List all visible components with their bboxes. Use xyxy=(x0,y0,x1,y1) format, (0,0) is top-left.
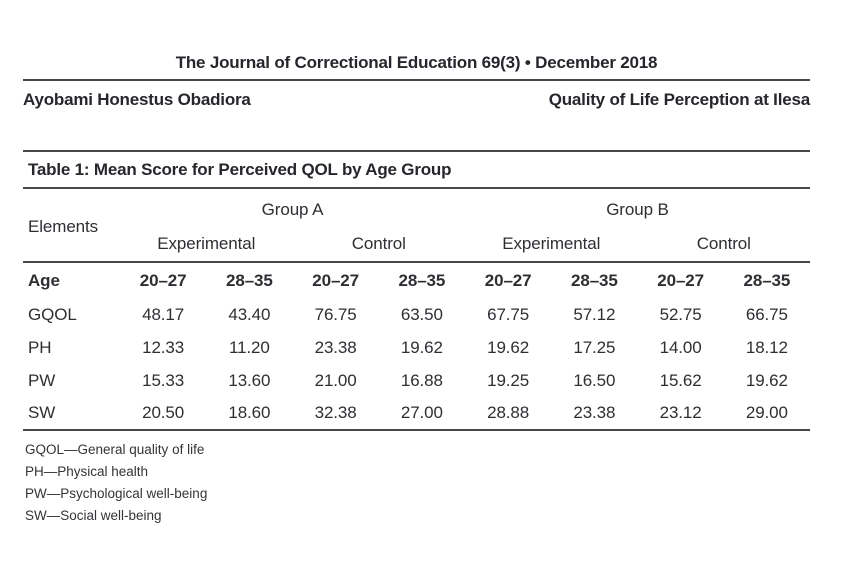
table-row: PH 12.33 11.20 23.38 19.62 19.62 17.25 14.00 18.… xyxy=(23,331,810,364)
data-cell: 19.62 xyxy=(487,337,530,357)
table-row: GQOL 48.17 43.40 76.75 63.50 67.75 57.12 52.75 6… xyxy=(23,298,810,331)
table-body: Age 20–27 28–35 20–27 28–35 20–27 28–35 … xyxy=(23,262,810,430)
data-cell: 12.33 xyxy=(142,337,185,357)
article-title: Quality of Life Perception at Ilesa xyxy=(548,90,810,109)
data-cell: 27.00 xyxy=(400,403,443,422)
page-content: The Journal of Correctional Education 69… xyxy=(23,0,810,527)
data-cell: 19.62 xyxy=(745,370,788,390)
data-cell: 11.20 xyxy=(228,337,270,357)
age-range-cell: 20–27 xyxy=(657,270,705,290)
data-cell: 16.88 xyxy=(400,370,443,390)
data-cell: 18.60 xyxy=(228,403,271,422)
data-cell: 52.75 xyxy=(659,304,702,324)
table-row: SW 20.50 18.60 32.38 27.00 28.88 23.38 23.12 29.… xyxy=(23,397,810,430)
group-a-control-header: Control xyxy=(292,226,465,263)
age-range-cell: 28–35 xyxy=(570,270,618,290)
age-range-cell: 28–35 xyxy=(398,270,446,290)
elements-header: Elements xyxy=(23,189,120,263)
footnote-gqol: GQOL—General quality of life xyxy=(25,442,205,457)
data-cell: 29.00 xyxy=(745,403,788,422)
group-b-control-header: Control xyxy=(637,226,810,263)
data-cell: 23.12 xyxy=(659,403,702,422)
qol-mean-score-table: Elements Group A Group B Experimental Co… xyxy=(23,189,810,431)
footnote-ph: PH—Physical health xyxy=(25,464,149,479)
table-header: Elements Group A Group B Experimental Co… xyxy=(23,189,810,263)
age-range-cell: 28–35 xyxy=(225,270,273,290)
data-cell: 57.12 xyxy=(573,304,616,324)
data-cell: 15.33 xyxy=(142,370,185,390)
group-b-header: Group B xyxy=(606,199,669,219)
row-label: SW xyxy=(28,403,56,422)
data-cell: 67.75 xyxy=(487,304,530,324)
data-cell: 28.88 xyxy=(487,403,530,422)
age-range-cell: 20–27 xyxy=(312,270,360,290)
data-cell: 13.60 xyxy=(228,370,271,390)
subgroup-header-row: Experimental Control Experimental Contro… xyxy=(23,226,810,263)
group-a-experimental-header: Experimental xyxy=(120,226,293,263)
age-range-cell: 20–27 xyxy=(484,270,532,290)
data-cell: 43.40 xyxy=(228,304,271,324)
data-cell: 16.50 xyxy=(573,370,616,390)
data-cell: 23.38 xyxy=(573,403,616,422)
age-header-row: Age 20–27 28–35 20–27 28–35 20–27 28–35 … xyxy=(23,262,810,298)
group-a-header: Group A xyxy=(261,199,324,219)
data-cell: 48.17 xyxy=(142,304,185,324)
running-head-journal-title: The Journal of Correctional Education 69… xyxy=(23,53,810,81)
data-cell: 17.25 xyxy=(573,337,616,357)
data-cell: 18.12 xyxy=(745,337,788,357)
data-cell: 76.75 xyxy=(314,304,357,324)
data-cell: 15.62 xyxy=(659,370,702,390)
table-footnotes: GQOL—General quality of life PH—Physical… xyxy=(23,439,810,527)
data-cell: 14.00 xyxy=(659,337,702,357)
footnote-sw: SW—Social well-being xyxy=(25,508,162,523)
row-label: Age xyxy=(28,270,60,290)
author-name: Ayobami Honestus Obadiora xyxy=(23,90,251,109)
footnote-pw: PW—Psychological well-being xyxy=(25,486,208,501)
data-cell: 63.50 xyxy=(400,304,443,324)
row-label: PH xyxy=(28,337,52,357)
group-header-row: Elements Group A Group B xyxy=(23,189,810,263)
group-b-experimental-header: Experimental xyxy=(465,226,638,263)
data-cell: 19.62 xyxy=(400,337,443,357)
row-label: GQOL xyxy=(28,304,77,324)
data-cell: 66.75 xyxy=(745,304,788,324)
data-cell: 19.25 xyxy=(487,370,530,390)
age-range-cell: 20–27 xyxy=(139,270,187,290)
table-caption: Table 1: Mean Score for Perceived QOL by… xyxy=(23,150,810,189)
data-cell: 23.38 xyxy=(314,337,357,357)
data-cell: 32.38 xyxy=(314,403,357,422)
age-range-cell: 28–35 xyxy=(743,270,791,290)
byline-row: Ayobami Honestus Obadiora Quality of Lif… xyxy=(23,90,810,110)
table-row: PW 15.33 13.60 21.00 16.88 19.25 16.50 15.62 19.… xyxy=(23,364,810,397)
row-label: PW xyxy=(28,370,56,390)
data-cell: 20.50 xyxy=(142,403,185,422)
data-cell: 21.00 xyxy=(314,370,357,390)
